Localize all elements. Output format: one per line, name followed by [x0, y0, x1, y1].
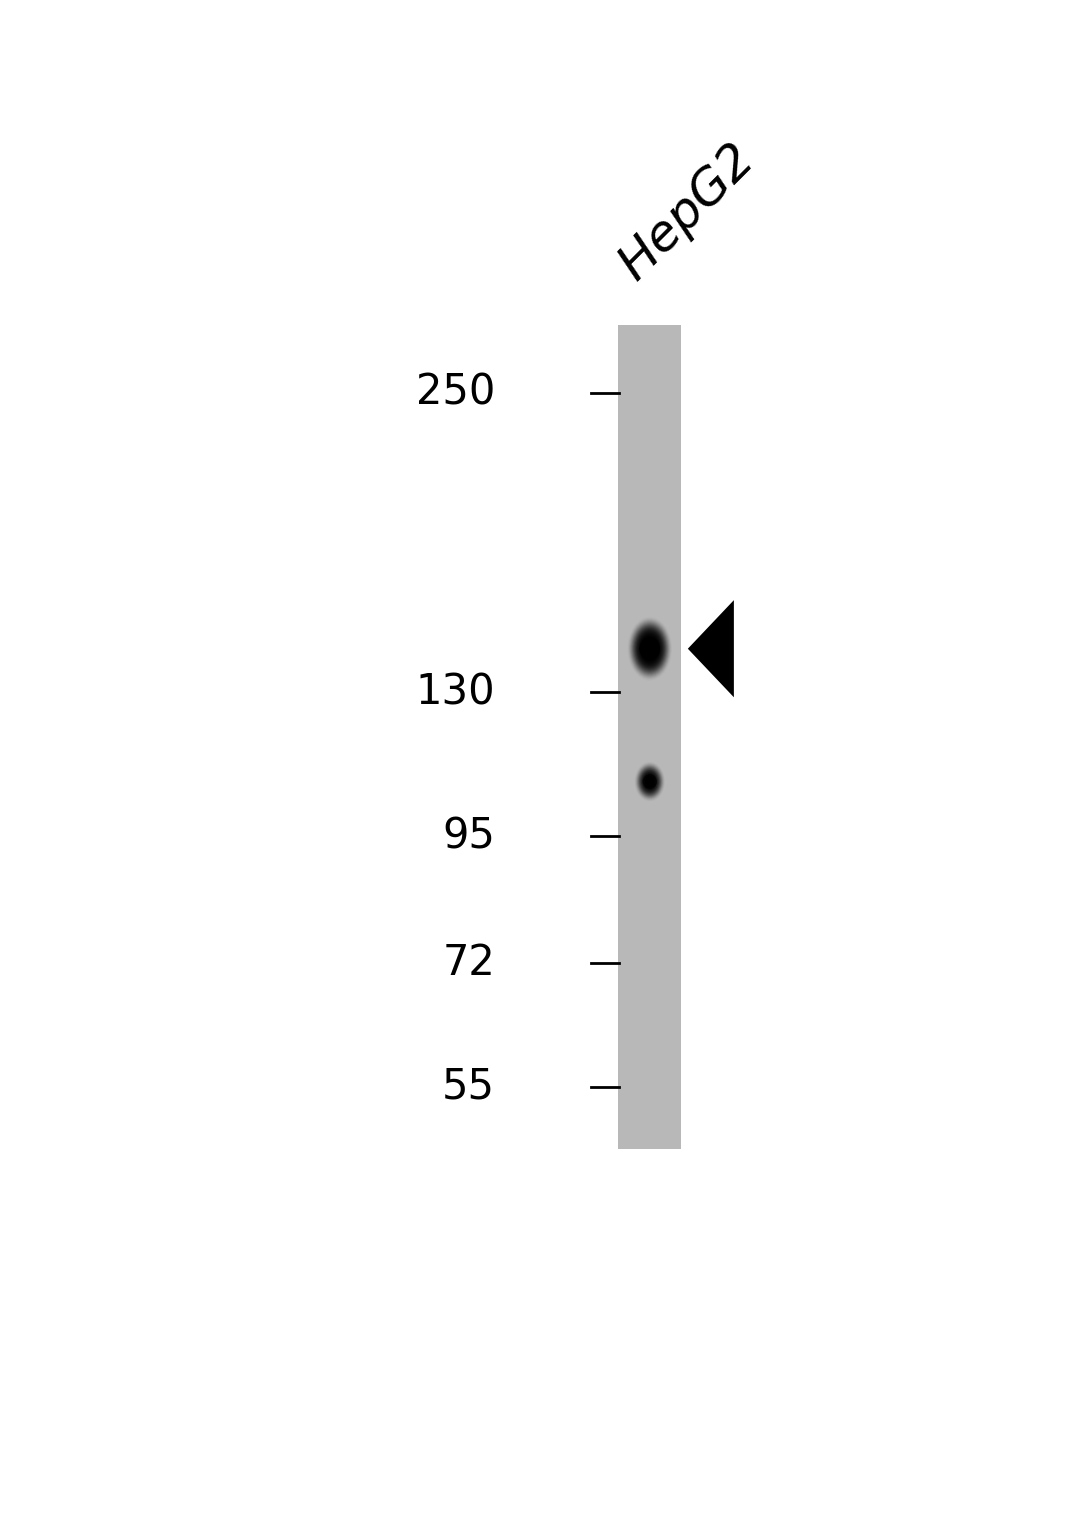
Ellipse shape [649, 780, 651, 783]
Ellipse shape [634, 627, 665, 671]
Ellipse shape [643, 638, 658, 659]
Ellipse shape [637, 766, 662, 798]
Ellipse shape [648, 780, 651, 784]
Ellipse shape [635, 628, 664, 670]
Ellipse shape [636, 764, 663, 798]
Ellipse shape [634, 625, 666, 671]
Ellipse shape [647, 777, 653, 786]
Text: 95: 95 [442, 815, 495, 858]
Ellipse shape [648, 778, 652, 784]
Ellipse shape [647, 645, 652, 651]
Text: 55: 55 [442, 1066, 495, 1107]
Text: HepG2: HepG2 [610, 135, 765, 289]
Ellipse shape [630, 621, 670, 677]
Ellipse shape [639, 768, 660, 795]
Ellipse shape [632, 624, 667, 674]
Ellipse shape [643, 772, 657, 790]
Ellipse shape [640, 771, 659, 794]
Ellipse shape [642, 771, 658, 792]
Ellipse shape [648, 647, 651, 651]
Ellipse shape [636, 764, 663, 800]
Text: 72: 72 [442, 942, 495, 985]
Text: 250: 250 [416, 372, 495, 414]
Ellipse shape [647, 778, 652, 784]
Ellipse shape [640, 769, 659, 794]
Ellipse shape [646, 644, 653, 654]
Ellipse shape [644, 774, 657, 790]
Ellipse shape [633, 624, 666, 673]
Ellipse shape [643, 774, 657, 789]
Polygon shape [688, 601, 734, 697]
Ellipse shape [638, 768, 661, 797]
Ellipse shape [639, 769, 660, 795]
Ellipse shape [645, 775, 654, 787]
Ellipse shape [644, 774, 656, 789]
Ellipse shape [631, 621, 669, 676]
Ellipse shape [640, 636, 659, 662]
Ellipse shape [645, 775, 656, 789]
Ellipse shape [629, 619, 671, 679]
Ellipse shape [636, 628, 663, 668]
Ellipse shape [638, 766, 661, 797]
Ellipse shape [639, 638, 660, 661]
Ellipse shape [642, 771, 658, 792]
Ellipse shape [649, 648, 650, 650]
Ellipse shape [637, 631, 662, 667]
Bar [619, 324, 681, 1148]
Ellipse shape [646, 777, 653, 786]
Ellipse shape [638, 631, 661, 665]
Ellipse shape [642, 636, 658, 661]
Text: 130: 130 [416, 671, 495, 714]
Ellipse shape [637, 630, 663, 667]
Ellipse shape [646, 777, 654, 787]
Ellipse shape [645, 642, 654, 656]
Ellipse shape [644, 641, 656, 657]
Ellipse shape [639, 633, 661, 664]
Ellipse shape [647, 644, 652, 653]
Ellipse shape [643, 772, 657, 790]
Ellipse shape [643, 639, 657, 659]
Ellipse shape [637, 764, 662, 798]
Ellipse shape [639, 635, 660, 664]
Ellipse shape [645, 641, 656, 656]
Ellipse shape [632, 622, 669, 676]
